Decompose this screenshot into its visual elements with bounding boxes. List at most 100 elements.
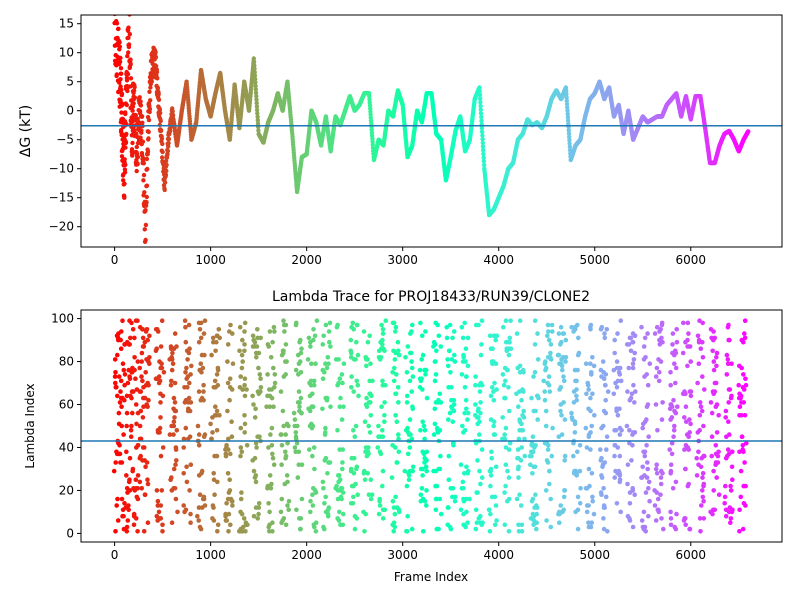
- lambda-point: [645, 460, 650, 465]
- lambda-point: [530, 449, 536, 455]
- lambda-point: [741, 400, 746, 405]
- lambda-point: [478, 481, 483, 487]
- lambda-point: [589, 423, 594, 429]
- lambda-point: [473, 507, 479, 513]
- lambda-point: [422, 436, 427, 442]
- lambda-point: [739, 365, 744, 371]
- lambda-point: [503, 425, 509, 431]
- lambda-point: [645, 331, 650, 336]
- lambda-point: [225, 380, 231, 386]
- lambda-point: [493, 337, 499, 343]
- lambda-point: [487, 529, 493, 534]
- lambda-point: [655, 496, 661, 502]
- lambda-point: [340, 490, 346, 495]
- lambda-point: [266, 445, 271, 450]
- lambda-point: [196, 443, 202, 448]
- lambda-point: [630, 365, 636, 371]
- delta-g-point: [166, 136, 172, 142]
- lambda-point: [298, 516, 304, 521]
- lambda-point: [694, 455, 699, 461]
- lambda-point: [135, 529, 140, 534]
- lambda-point: [559, 339, 564, 345]
- lambda-point: [119, 423, 124, 429]
- lambda-point: [728, 516, 734, 521]
- lambda-point: [140, 327, 145, 332]
- delta-g-point: [125, 88, 130, 94]
- lambda-point: [476, 322, 481, 328]
- lambda-point: [630, 339, 635, 345]
- lambda-point: [214, 428, 220, 433]
- lambda-point: [278, 389, 284, 394]
- lambda-point: [169, 357, 175, 362]
- lambda-point: [326, 361, 331, 367]
- lambda-point: [310, 404, 316, 410]
- lambda-point: [405, 451, 411, 457]
- delta-g-point: [252, 63, 257, 68]
- lambda-point: [462, 410, 468, 416]
- delta-g-point: [153, 55, 159, 60]
- lambda-point: [529, 395, 534, 401]
- lambda-point: [543, 365, 549, 371]
- lambda-point: [682, 447, 687, 452]
- lambda-point: [668, 382, 673, 388]
- lambda-point: [698, 529, 703, 534]
- lambda-point: [129, 320, 134, 326]
- lambda-point: [726, 322, 731, 328]
- lambda-point: [489, 385, 495, 390]
- lambda-point: [547, 389, 553, 394]
- delta-g-point: [138, 99, 143, 104]
- delta-g-point: [121, 178, 126, 183]
- delta-g-point: [148, 85, 153, 90]
- lambda-point: [364, 395, 369, 401]
- lambda-point: [172, 415, 177, 420]
- lambda-point: [113, 380, 118, 386]
- lambda-point: [135, 443, 141, 448]
- lambda-point: [393, 329, 398, 334]
- lambda-point: [672, 423, 677, 429]
- lambda-point: [517, 363, 523, 369]
- lambda-point: [589, 520, 594, 525]
- lambda-point: [722, 501, 727, 506]
- lambda-point: [545, 322, 551, 328]
- lambda-point: [278, 509, 284, 515]
- lambda-points: [111, 318, 749, 534]
- lambda-point: [574, 393, 579, 399]
- lambda-point: [393, 391, 399, 397]
- lambda-point: [558, 503, 563, 508]
- lambda-point: [119, 460, 125, 465]
- lambda-point: [730, 477, 735, 483]
- lambda-point: [463, 359, 468, 364]
- lambda-point: [366, 492, 372, 498]
- lambda-point: [603, 410, 609, 416]
- lambda-point: [396, 436, 401, 442]
- lambda-point: [589, 471, 595, 476]
- lambda-point: [614, 385, 620, 390]
- lambda-point: [528, 462, 533, 468]
- lambda-point: [639, 518, 645, 523]
- lambda-point: [520, 367, 526, 373]
- lambda-point: [172, 408, 178, 414]
- lambda-point: [709, 410, 715, 416]
- lambda-point: [408, 350, 414, 356]
- lambda-point: [739, 413, 744, 418]
- lambda-point: [500, 372, 506, 377]
- lambda-point: [458, 462, 464, 468]
- lambda-point: [240, 359, 245, 364]
- lambda-point: [396, 400, 401, 405]
- lambda-point: [146, 382, 151, 388]
- lambda-point: [502, 436, 508, 442]
- delta-g-point: [133, 113, 138, 118]
- lambda-point: [370, 378, 375, 384]
- lambda-point: [680, 350, 686, 356]
- lambda-point: [446, 453, 452, 459]
- lambda-point: [268, 355, 274, 360]
- lambda-point: [362, 477, 368, 483]
- delta-g-y-tick-label: −15: [49, 191, 74, 205]
- lambda-point: [435, 322, 440, 328]
- lambda-point: [351, 428, 356, 433]
- lambda-point: [284, 359, 289, 364]
- lambda-point: [599, 455, 604, 461]
- lambda-point: [571, 453, 576, 459]
- lambda-point: [297, 400, 302, 405]
- lambda-point: [698, 464, 704, 470]
